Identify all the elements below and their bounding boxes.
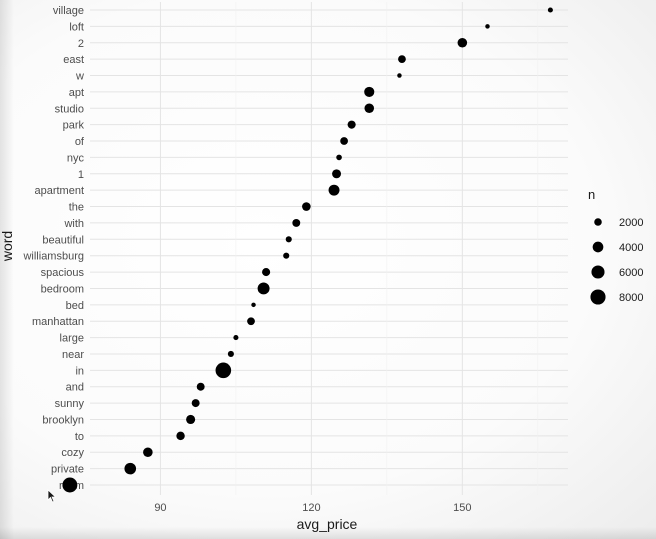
point-w — [397, 73, 402, 78]
point-apt — [364, 86, 375, 97]
point-to — [176, 431, 185, 441]
point-cozy — [143, 447, 153, 458]
grid-lines — [90, 2, 568, 495]
point-of — [340, 137, 348, 145]
y-axis-tick-labels: roomprivatecozytobrooklynsunnyandinnearl… — [22, 5, 84, 492]
point-near — [227, 350, 234, 358]
y-tick-label: the — [69, 202, 84, 214]
mouse-cursor-icon — [47, 489, 57, 503]
point-bedroom — [257, 282, 270, 295]
x-tick-label: 150 — [453, 502, 471, 514]
point-sunny — [191, 399, 200, 408]
y-tick-label: apartment — [34, 185, 84, 197]
y-tick-label: of — [75, 136, 85, 148]
size-legend: n 2000 4000 6000 8000 — [588, 187, 643, 305]
legend-key-dot — [590, 289, 606, 305]
y-axis-title: word — [0, 231, 15, 262]
y-tick-label: to — [75, 431, 84, 443]
y-tick-label: cozy — [61, 447, 84, 459]
point-east — [398, 55, 406, 64]
point-village — [547, 7, 553, 13]
y-tick-label: loft — [69, 21, 84, 33]
y-tick-label: with — [63, 218, 84, 230]
point-beautiful — [285, 236, 292, 243]
point-the — [302, 202, 311, 211]
y-tick-label: manhattan — [32, 316, 84, 328]
point-large — [233, 335, 239, 341]
y-tick-label: spacious — [41, 267, 85, 279]
y-tick-label: bedroom — [41, 283, 84, 295]
point-with — [292, 218, 301, 227]
point-bed — [251, 302, 256, 308]
y-tick-label: beautiful — [42, 234, 84, 246]
legend-label: 4000 — [619, 242, 643, 254]
point-studio — [364, 103, 375, 114]
legend-label: 8000 — [619, 292, 643, 304]
y-tick-label: bed — [66, 300, 84, 312]
y-tick-label: studio — [55, 103, 84, 115]
y-tick-label: village — [53, 5, 84, 17]
y-tick-label: park — [63, 120, 85, 132]
legend-key-dot — [592, 241, 604, 253]
y-tick-label: brooklyn — [42, 414, 84, 426]
legend-title: n — [588, 187, 595, 202]
point-brooklyn — [186, 414, 196, 425]
y-tick-label: private — [51, 464, 84, 476]
point-2 — [457, 37, 468, 48]
y-tick-label: nyc — [67, 152, 85, 164]
y-tick-label: near — [62, 349, 84, 361]
point-1 — [332, 169, 342, 179]
y-tick-label: apt — [69, 87, 84, 99]
point-private — [124, 462, 137, 475]
data-points — [62, 7, 553, 493]
point-manhattan — [247, 317, 255, 326]
y-tick-label: 1 — [78, 169, 84, 181]
y-tick-label: williamsburg — [22, 251, 84, 263]
x-axis-title: avg_price — [297, 516, 358, 532]
point-loft — [485, 24, 490, 29]
legend-label: 2000 — [619, 217, 643, 229]
point-and — [196, 382, 205, 391]
point-nyc — [336, 154, 342, 161]
legend-key-dot — [594, 218, 602, 226]
y-tick-label: sunny — [55, 398, 85, 410]
x-axis-tick-labels: 90 120 150 — [154, 502, 471, 514]
legend-key-dot — [591, 265, 605, 279]
legend-label: 6000 — [619, 267, 643, 279]
y-tick-label: east — [63, 54, 84, 66]
point-in — [215, 362, 232, 379]
x-tick-label: 120 — [302, 502, 320, 514]
point-park — [347, 120, 356, 129]
point-spacious — [262, 268, 271, 277]
point-williamsburg — [283, 252, 290, 259]
point-room — [62, 477, 78, 493]
y-tick-label: w — [75, 71, 84, 83]
x-tick-label: 90 — [154, 502, 166, 514]
y-tick-label: and — [66, 382, 84, 394]
y-tick-label: in — [75, 365, 84, 377]
point-apartment — [328, 184, 340, 196]
y-tick-label: large — [60, 333, 84, 345]
y-tick-label: 2 — [78, 38, 84, 50]
